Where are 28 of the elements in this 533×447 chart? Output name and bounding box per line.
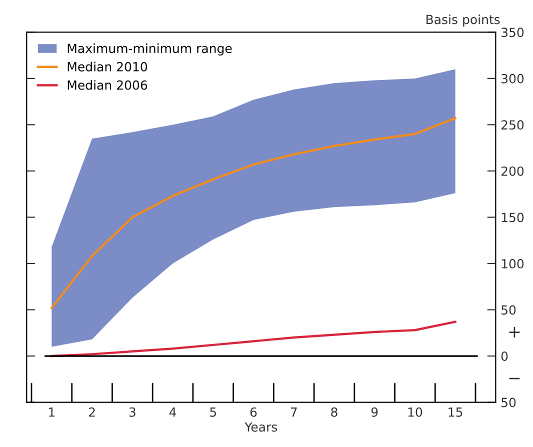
x-tick-label: 15 (448, 408, 462, 417)
legend-label: Median 2006 (68, 80, 148, 90)
y-tick-label: 100 (502, 258, 524, 268)
x-tick-label: 9 (371, 407, 378, 417)
y-tick-label: 50 (502, 398, 516, 408)
line-series (50, 117, 456, 310)
x-tick-label: 8 (331, 407, 338, 417)
x-tick-label: 5 (210, 408, 216, 417)
x-tick-label: 4 (169, 408, 176, 417)
x-tick-label: 7 (290, 408, 297, 417)
y-tick-label: 150 (502, 212, 524, 222)
y-tick-label: 300 (502, 74, 524, 84)
x-axis-title: Years (244, 422, 278, 432)
y-tick-label: 350 (502, 28, 524, 38)
x-tick-label: 2 (88, 407, 95, 417)
x-tick-label: 1 (49, 408, 54, 417)
y-tick-label: 50 (502, 305, 516, 315)
text: + (509, 327, 520, 338)
legend-label: Median 2010 (68, 62, 148, 72)
y-tick-label: 250 (501, 120, 524, 130)
y-tick-label: 0 (501, 352, 508, 361)
x-tick-label: 3 (129, 407, 136, 417)
text: − (509, 378, 520, 380)
y-tick-label: 200 (501, 166, 524, 176)
y-axis-title: Basis points (426, 14, 500, 27)
annotation: Maximum-minimum range (68, 43, 232, 56)
x-tick-label: 6 (250, 407, 257, 417)
x-tick-label: 10 (408, 407, 422, 417)
